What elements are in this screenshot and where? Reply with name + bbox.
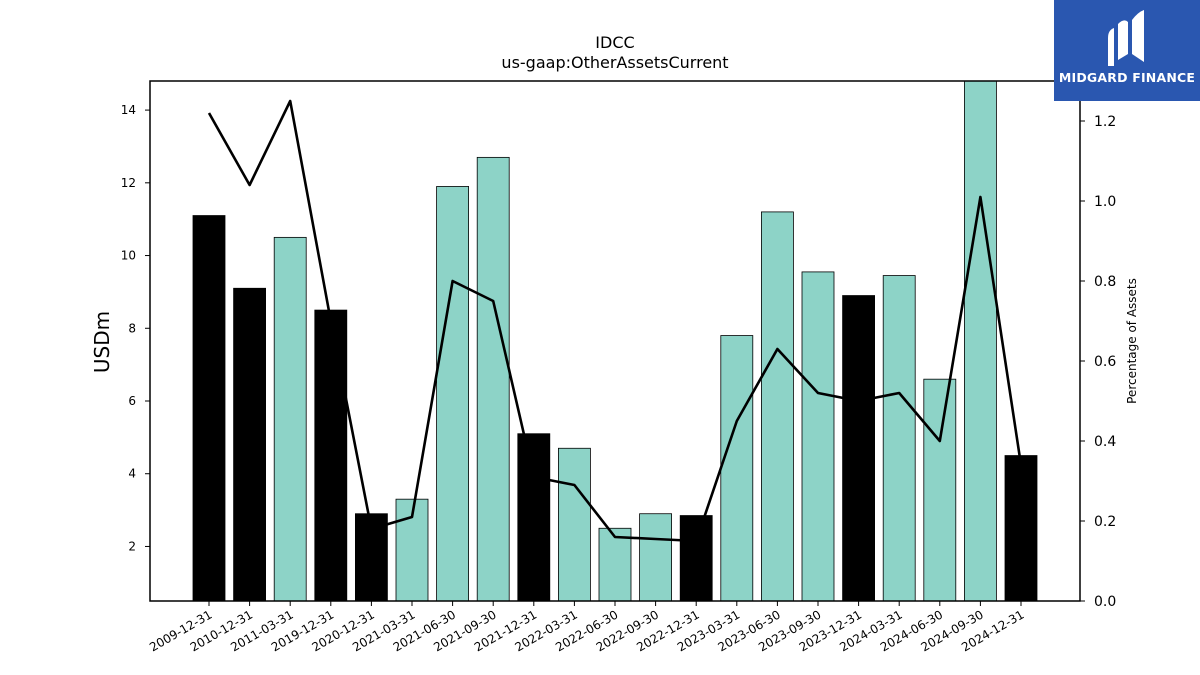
y-tick-label: 2 — [128, 539, 136, 553]
bar — [842, 295, 875, 602]
y-tick-label: 14 — [121, 103, 136, 117]
bar — [233, 287, 267, 602]
y2-tick-label: 0.8 — [1094, 274, 1116, 290]
bar — [517, 433, 551, 602]
bar — [639, 513, 672, 602]
bar — [436, 186, 470, 602]
bar — [598, 527, 632, 602]
bar-series — [192, 80, 1038, 602]
y2-tick-label: 1.2 — [1094, 114, 1116, 130]
y2-tick-label: 0.4 — [1094, 434, 1116, 450]
bar — [476, 156, 510, 602]
y2-tick-label: 1.0 — [1094, 194, 1116, 210]
line-series — [207, 99, 1023, 543]
brand-logo: MIDGARD FINANCE — [1054, 0, 1200, 101]
bar — [679, 515, 713, 602]
y2-tick-label: 0.6 — [1094, 354, 1116, 370]
y2-tick-label: 0.0 — [1094, 594, 1116, 610]
y-tick-label: 10 — [121, 249, 136, 263]
y2-tick-label: 0.2 — [1094, 514, 1116, 530]
bar — [923, 378, 957, 602]
y-tick-label: 12 — [121, 176, 136, 190]
midgard-logo-icon — [1108, 10, 1144, 66]
y-tick-label: 8 — [128, 321, 136, 335]
y2-axis: 0.0 0.2 0.4 0.6 0.8 1.0 1.2 — [1080, 114, 1116, 610]
bar — [761, 211, 794, 602]
bar — [1004, 455, 1038, 602]
x-axis: 2009-12-312010-12-312011-03-312019-12-31… — [147, 601, 1027, 654]
bar — [314, 309, 348, 602]
y-tick-label: 4 — [128, 467, 136, 481]
bar — [964, 80, 997, 602]
line-series-path — [207, 99, 1023, 543]
brand-name: MIDGARD FINANCE — [1058, 70, 1196, 85]
y-axis-label: USDm — [90, 311, 114, 373]
chart-title: IDCC — [595, 33, 634, 52]
y-axis: 2 4 6 8 10 12 14 — [121, 103, 150, 553]
y-tick-label: 6 — [128, 394, 136, 408]
y2-axis-label: Percentage of Assets — [1125, 278, 1139, 404]
chart-subtitle: us-gaap:OtherAssetsCurrent — [501, 53, 728, 72]
bar — [192, 215, 226, 602]
bar — [273, 236, 307, 602]
bar — [720, 335, 754, 602]
bar — [801, 271, 835, 602]
bar — [882, 275, 916, 602]
bar — [558, 447, 591, 602]
